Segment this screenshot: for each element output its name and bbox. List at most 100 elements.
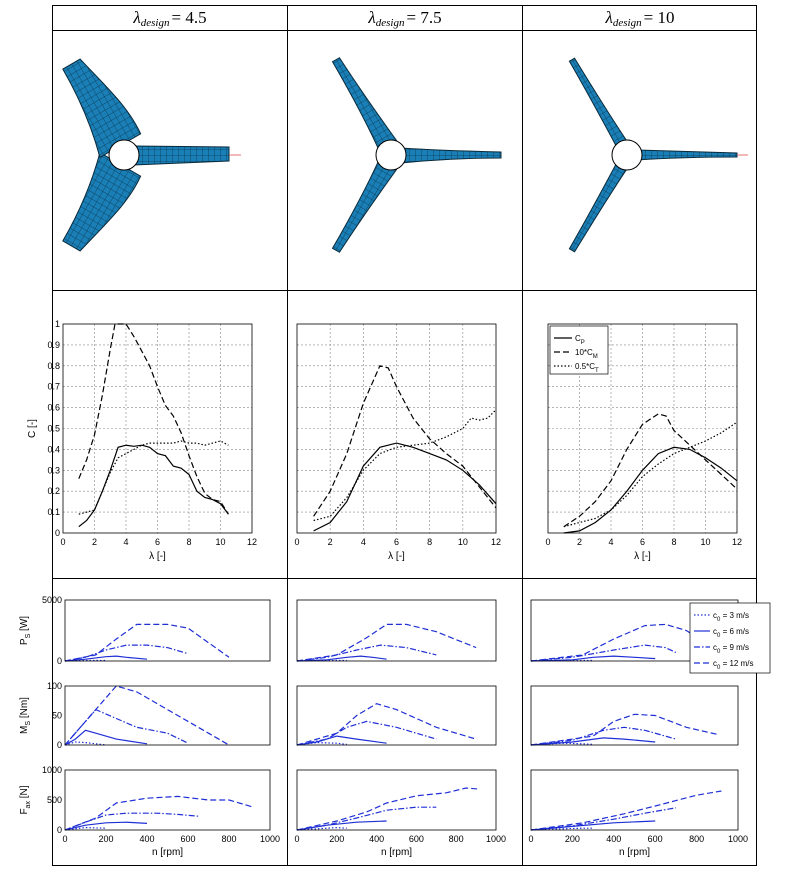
x-tick-label: 0	[62, 834, 67, 844]
x-tick-label: 1000	[486, 834, 506, 844]
plot-frame	[296, 323, 497, 534]
x-tick-label: 1000	[260, 834, 280, 844]
axial-force-chart-2	[296, 787, 481, 831]
rotor-7.5	[331, 57, 502, 253]
legend-value: = 6 m/s	[720, 627, 749, 636]
series-line-c0-6-m-s	[530, 737, 656, 746]
table-frame	[52, 5, 757, 866]
y-tick-label: 0.6	[47, 403, 60, 413]
y-axis-unit: [N]	[19, 785, 30, 801]
x-axis-label: λ [-]	[388, 551, 405, 562]
x-axis-label: n [rpm]	[152, 847, 183, 858]
x-tick-label: 400	[369, 834, 384, 844]
x-tick-label: 8	[427, 537, 432, 547]
x-tick-label: 8	[671, 537, 676, 547]
y-axis-label: Fax [N]	[19, 785, 32, 814]
y-tick-label: 500	[47, 795, 62, 805]
x-tick-label: 0	[60, 537, 65, 547]
y-tick-label: 0	[57, 825, 62, 835]
rotor-4.5	[62, 58, 241, 252]
coefficient-chart-1	[63, 323, 252, 533]
legend-subscript: T	[595, 368, 599, 374]
legend-box	[549, 325, 609, 375]
series-line-c0-6-m-s	[296, 820, 387, 831]
x-tick-label: 6	[155, 537, 160, 547]
y-axis-subscript: S	[25, 721, 32, 726]
lambda-subscript: design	[613, 17, 642, 29]
y-tick-label: 100	[47, 681, 62, 691]
y-axis-label: C [-]	[27, 419, 38, 438]
lambda-symbol: λ	[605, 8, 613, 27]
plot-frame	[296, 685, 497, 746]
legend: c0 = 3 m/sc0 = 6 m/sc0 = 9 m/sc0 = 12 m/…	[689, 602, 771, 674]
series-line-c0-3-m-s	[530, 827, 594, 831]
x-tick-label: 10	[215, 537, 225, 547]
x-tick-label: 400	[139, 834, 154, 844]
series-line-10-CM	[563, 413, 738, 528]
series-line-0-5-CT	[78, 440, 229, 515]
series-line-10-CM	[78, 323, 229, 515]
column-header-1: λdesign = 4.5	[132, 8, 206, 29]
x-tick-label: 0	[294, 537, 299, 547]
series-line-c0-9-m-s	[64, 812, 199, 831]
y-tick-label: 0.1	[47, 507, 60, 517]
y-axis-subscript: S	[25, 633, 32, 638]
rotor-blade	[62, 151, 142, 252]
legend-value: = 12 m/s	[720, 659, 753, 668]
rotor-hub	[375, 139, 407, 171]
series-line-CP	[78, 444, 229, 528]
series-line-c0-12-m-s	[296, 623, 477, 662]
axial-force-chart-3	[530, 790, 722, 831]
legend-subscript: M	[593, 354, 598, 360]
x-tick-label: 2	[328, 537, 333, 547]
series-line-c0-12-m-s	[64, 685, 230, 746]
y-tick-label: 5000	[42, 595, 62, 605]
series-line-c0-9-m-s	[296, 806, 437, 831]
x-tick-label: 800	[449, 834, 464, 844]
rotor-blade	[331, 57, 398, 152]
y-tick-label: 0.9	[47, 340, 60, 350]
series-line-c0-12-m-s	[64, 623, 230, 662]
x-tick-label: 10	[458, 537, 468, 547]
y-tick-label: 0.5	[47, 424, 60, 434]
x-tick-label: 4	[608, 537, 613, 547]
x-axis-label: λ [-]	[634, 551, 651, 562]
x-tick-label: 1000	[728, 834, 748, 844]
rotor-blade	[331, 158, 398, 253]
x-tick-label: 800	[221, 834, 236, 844]
legend-subscript: P	[581, 340, 585, 346]
plot-frame	[530, 769, 739, 831]
x-tick-label: 2	[577, 537, 582, 547]
chart-area: 0 2 4 6 8 10 12λ [-]00.10.20.30.40.50.60.70.80…	[19, 319, 771, 858]
rotor-blade	[62, 58, 142, 159]
y-tick-label: 50	[52, 711, 62, 721]
rotor-blade	[400, 147, 502, 164]
torque-chart-1	[64, 685, 230, 746]
x-tick-label: 10	[700, 537, 710, 547]
series-line-c0-12-m-s	[530, 623, 718, 662]
legend-label: CP	[575, 334, 585, 346]
x-axis-label: n [rpm]	[619, 847, 650, 858]
x-axis-label: λ [-]	[149, 551, 166, 562]
plot-frame	[296, 769, 497, 831]
y-tick-label: 0.2	[47, 486, 60, 496]
x-tick-label: 2	[92, 537, 97, 547]
x-tick-label: 800	[689, 834, 704, 844]
plot-frame	[64, 769, 271, 831]
y-tick-label: 0.3	[47, 465, 60, 475]
legend-subscript: 0	[717, 649, 721, 655]
series-line-10-CM	[313, 365, 497, 517]
series-line-c0-9-m-s	[64, 644, 189, 662]
x-tick-label: 200	[565, 834, 580, 844]
lambda-symbol: λ	[132, 8, 140, 27]
x-tick-label: 4	[361, 537, 366, 547]
legend-value: = 3 m/s	[720, 611, 749, 620]
coefficient-chart-2	[297, 324, 497, 533]
torque-chart-3	[530, 713, 718, 746]
series-line-c0-6-m-s	[64, 821, 148, 831]
y-tick-label: 0.7	[47, 382, 60, 392]
x-axis-label: n [rpm]	[381, 847, 412, 858]
plot-frame	[64, 599, 271, 662]
